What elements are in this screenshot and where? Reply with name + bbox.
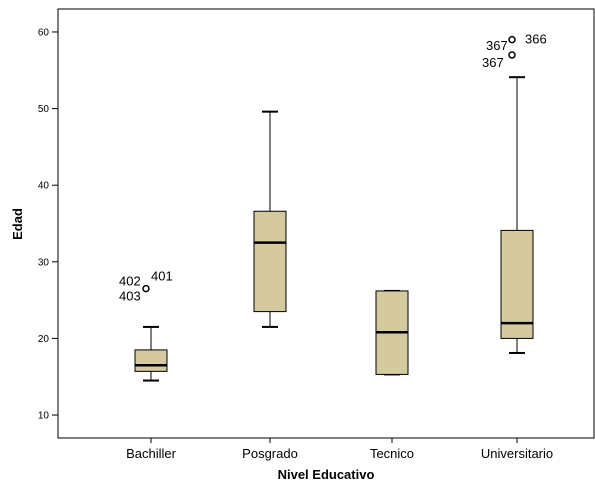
outlier-point xyxy=(142,284,150,293)
y-tick-label: 40 xyxy=(38,181,50,192)
box-universitario xyxy=(500,76,534,354)
x-tick-label: Bachiller xyxy=(126,446,177,461)
y-tick-label: 60 xyxy=(38,27,50,38)
y-tick-label: 50 xyxy=(38,104,50,115)
y-axis: 10 20 30 40 50 60 xyxy=(38,27,58,422)
box-series xyxy=(134,76,534,382)
outlier-label: 402 xyxy=(119,274,141,289)
iqr-box xyxy=(253,210,287,313)
x-tick-label: Posgrado xyxy=(242,446,298,461)
y-axis-title: Edad xyxy=(10,208,25,240)
iqr-box xyxy=(500,229,534,339)
outlier-point xyxy=(508,51,516,59)
x-axis-title: Nivel Educativo xyxy=(278,467,375,482)
outlier-points: 402 401 403 366 367 367 xyxy=(119,32,547,304)
y-tick-label: 10 xyxy=(38,411,50,422)
outlier-point xyxy=(508,35,516,44)
y-tick-label: 20 xyxy=(38,334,50,345)
y-tick-label: 30 xyxy=(38,257,50,268)
iqr-box xyxy=(134,349,168,372)
outlier-label: 403 xyxy=(119,289,141,304)
box-posgrado xyxy=(253,110,287,328)
outlier-label: 367 xyxy=(486,38,508,53)
box-tecnico xyxy=(375,289,409,376)
outlier-label: 367 xyxy=(482,55,504,70)
outlier-label: 401 xyxy=(151,269,173,284)
x-axis-categories: Bachiller Posgrado Tecnico Universitario xyxy=(126,438,553,461)
plot-frame xyxy=(57,8,595,439)
x-tick-label: Universitario xyxy=(481,446,553,461)
x-tick-label: Tecnico xyxy=(370,446,414,461)
outlier-label: 366 xyxy=(525,32,547,47)
box-bachiller xyxy=(134,325,168,382)
